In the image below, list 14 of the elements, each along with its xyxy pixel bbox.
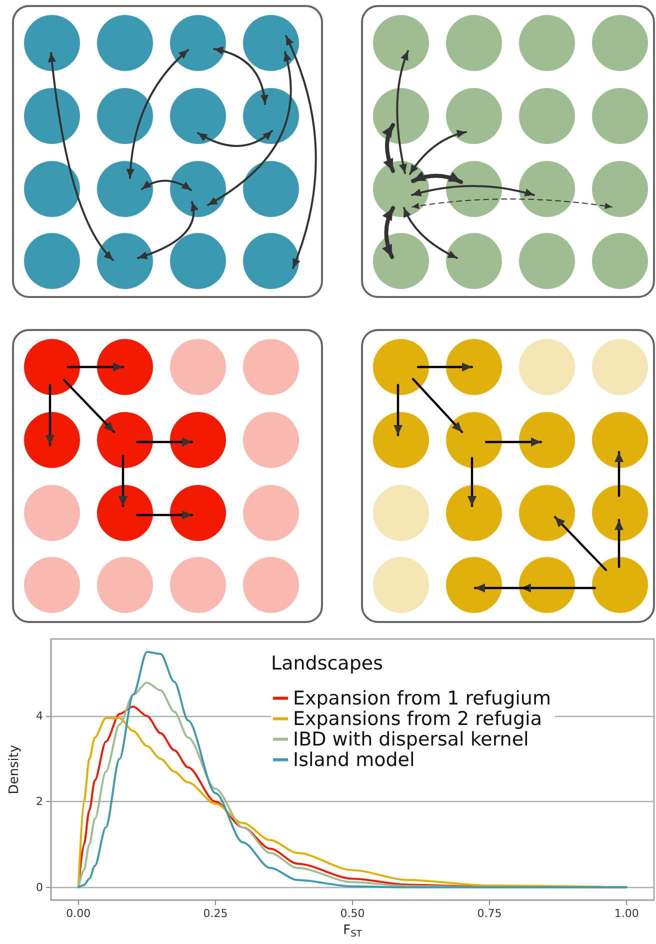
x-tick-label: 1.00 xyxy=(614,907,639,920)
legend-title: Landscapes xyxy=(271,652,383,674)
x-tick-label: 0.25 xyxy=(203,907,228,920)
x-tick-label: 0.50 xyxy=(340,907,365,920)
y-tick-label: 4 xyxy=(36,710,43,723)
x-tick-label: 0.75 xyxy=(477,907,502,920)
legend-label: Expansion from 1 refugium xyxy=(293,687,551,710)
y-tick-label: 2 xyxy=(36,795,43,808)
legend-label: Island model xyxy=(293,748,415,771)
x-tick-label: 0.00 xyxy=(66,907,91,920)
legend-label: Expansions from 2 refugia xyxy=(293,708,542,730)
y-axis-title: Density xyxy=(7,744,22,794)
legend-label: IBD with dispersal kernel xyxy=(293,728,529,750)
y-tick-label: 0 xyxy=(36,880,43,894)
